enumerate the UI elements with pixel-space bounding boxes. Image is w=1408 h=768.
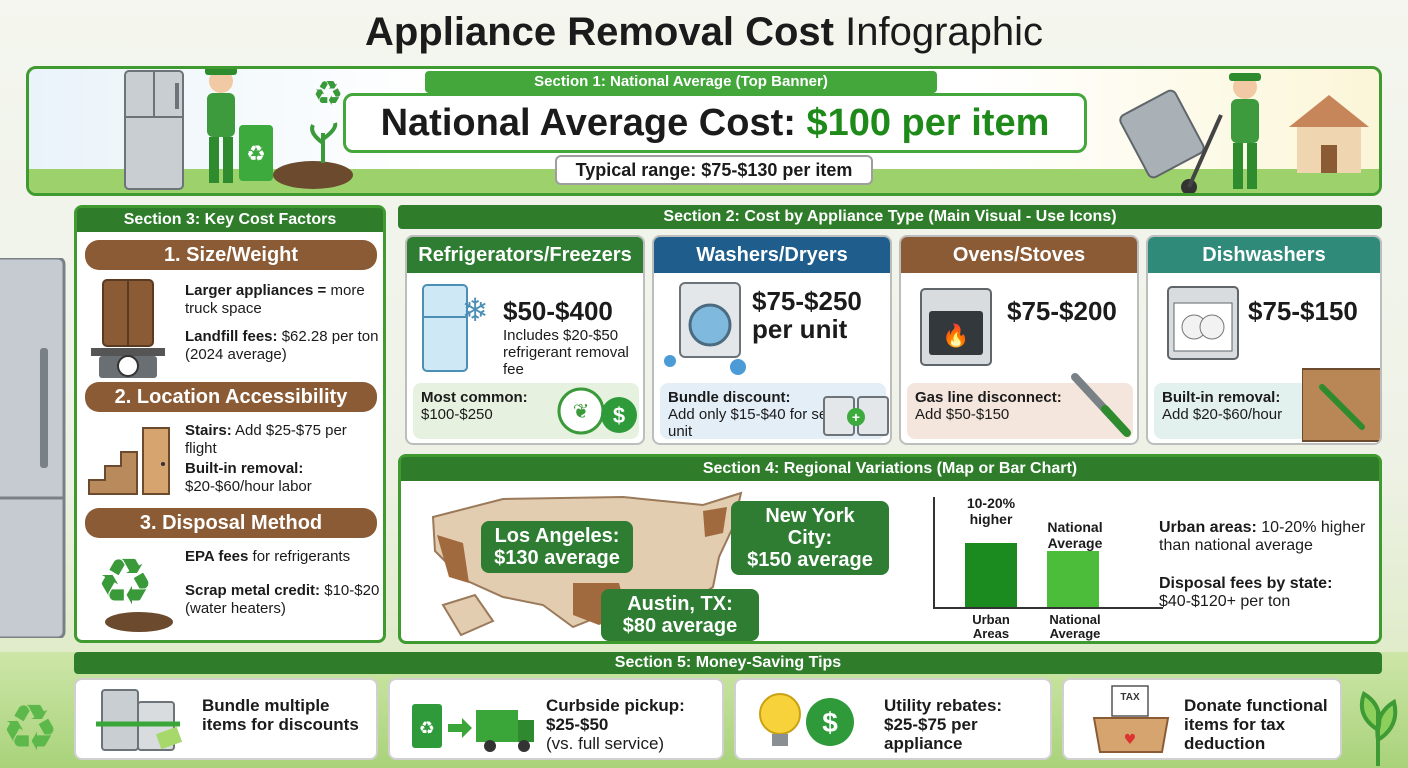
card-ovens-title: Ovens/Stoves [901, 237, 1137, 273]
oven-icon: 🔥 [920, 288, 992, 366]
tip-rebates: $ Utility rebates: $25-$75 per appliance [734, 678, 1052, 760]
card-washers-title: Washers/Dryers [654, 237, 890, 273]
card-dishwashers-price: $75-$150 [1248, 296, 1358, 326]
svg-text:♻: ♻ [419, 718, 435, 739]
bundle-gift-icon [96, 689, 183, 751]
fridge-on-scale-icon [91, 279, 165, 378]
regional-note-disposal: Disposal fees by state: $40-$120+ per to… [1159, 575, 1333, 610]
bulb-dollar-icon: $ [759, 693, 854, 746]
card-ovens: Ovens/Stoves 🔥 $75-$200 Gas line disconn… [899, 235, 1139, 445]
regional-bar-chart [933, 497, 1163, 609]
card-washers-price: $75-$250 per unit [752, 286, 862, 344]
svg-text:❦: ❦ [573, 399, 590, 423]
callout-austin: Austin, TX: $80 average [601, 589, 759, 641]
svg-text:♻: ♻ [96, 546, 153, 620]
tip-curbside: ♻ Curbside pickup: $25-$50 (vs. full serv… [388, 678, 724, 760]
card-refrigerators: Refrigerators/Freezers ❄ $50-$400 Includ… [405, 235, 645, 445]
national-average-banner: ♻ ♻ Section 1: National Average (Top Ban… [26, 66, 1382, 196]
key-cost-factors-panel: Section 3: Key Cost Factors 1. Size/Weig… [74, 205, 386, 643]
svg-text:♻: ♻ [1, 692, 58, 766]
dolly-worker-icon [1119, 73, 1261, 193]
fridge-worker-icon: ♻ ♻ [124, 69, 353, 190]
svg-text:$: $ [613, 403, 625, 428]
callout-nyc: New York City: $150 average [731, 501, 889, 575]
washer-icon [664, 282, 746, 375]
svg-text:🔥: 🔥 [942, 323, 969, 349]
title-normal: Infographic [845, 10, 1044, 54]
card-ovens-tip: Gas line disconnect: Add $50-$150 [907, 383, 1133, 439]
factor-location-line-1: Stairs: Add $25-$75 per flight [185, 422, 347, 457]
regional-panel: Section 4: Regional Variations (Map or B… [398, 454, 1382, 644]
factor-size-heading: 1. Size/Weight [85, 240, 377, 270]
tip-donate: TAX ♥ Donate functional items for tax de… [1062, 678, 1342, 760]
washer-pair-icon: + [823, 396, 889, 436]
leaf-decoration-icon [1359, 691, 1398, 766]
section-4-label: Section 4: Regional Variations (Map or B… [401, 457, 1379, 481]
factor-size-line-2: Landfill fees: $62.28 per ton (2024 aver… [185, 328, 379, 363]
recycle-icon: ♻ [96, 546, 173, 632]
bar-national [1047, 551, 1099, 607]
svg-text:❄: ❄ [462, 291, 489, 329]
section-3-label: Section 3: Key Cost Factors [77, 208, 383, 232]
factor-location-heading: 2. Location Accessibility [85, 382, 377, 412]
svg-text:TAX: TAX [1120, 692, 1140, 703]
tip-curbside-text: Curbside pickup: $25-$50 (vs. full servic… [546, 696, 685, 753]
card-dishwashers: Dishwashers $75-$150 Built-in removal: Ad… [1146, 235, 1382, 445]
factor-disposal-heading: 3. Disposal Method [85, 508, 377, 538]
typical-range: Typical range: $75-$130 per item [555, 155, 873, 185]
section-5-label: Section 5: Money-Saving Tips [74, 652, 1382, 674]
tip-donate-text: Donate functional items for tax deductio… [1184, 696, 1328, 753]
card-refrigerators-sub: Includes $20-$50 refrigerant removal fee [503, 327, 629, 378]
callout-la: Los Angeles: $130 average [481, 521, 633, 573]
dishwasher-icon [1167, 286, 1239, 360]
card-refrigerators-title: Refrigerators/Freezers [407, 237, 643, 273]
house-icon [1289, 95, 1369, 173]
national-average-prefix: National Average Cost: [380, 102, 796, 144]
bin-truck-icon: ♻ [412, 704, 534, 752]
svg-text:$: $ [822, 707, 838, 738]
bar-national-annotation: National Average [1047, 519, 1103, 551]
regional-note-urban: Urban areas: 10-20% higher than national… [1159, 519, 1366, 554]
tip-rebates-text: Utility rebates: $25-$75 per appliance [884, 696, 1003, 753]
factor-disposal-line-1: EPA fees for refrigerants [185, 548, 351, 565]
svg-text:+: + [852, 409, 860, 425]
eco-badge-icon: ❦ $ [557, 387, 637, 435]
page-title: Appliance Removal Cost Infographic [0, 8, 1408, 56]
svg-text:♥: ♥ [1124, 732, 1137, 748]
factor-disposal-line-2: Scrap metal credit: $10-$20 (water heate… [185, 582, 380, 617]
recycle-decoration-icon: ♻ [1, 692, 58, 766]
national-average-box: National Average Cost: $100 per item [343, 93, 1087, 153]
card-washers: Washers/Dryers $75-$250 per unit Bundle … [652, 235, 892, 445]
bar-urban-label: Urban Areas [972, 612, 1010, 641]
svg-text:♻: ♻ [246, 142, 266, 167]
national-average-value: $100 per item [806, 102, 1050, 144]
section-1-label: Section 1: National Average (Top Banner) [425, 71, 937, 93]
cabinet-screwdriver-icon [1302, 368, 1380, 442]
stairs-door-icon [88, 427, 170, 495]
tip-bundle: Bundle multiple items for discounts [74, 678, 378, 760]
bar-urban-annotation: 10-20% higher [966, 495, 1016, 527]
fridge-snowflake-icon: ❄ [422, 284, 489, 372]
bar-national-label: National Average [1049, 612, 1101, 641]
card-refrigerators-price: $50-$400 [503, 296, 613, 326]
factor-location-line-2: Built-in removal: $20-$60/hour labor [185, 460, 312, 495]
large-fridge-decoration [0, 258, 66, 638]
svg-text:♻: ♻ [313, 74, 343, 114]
card-ovens-price: $75-$200 [1007, 296, 1117, 326]
card-dishwashers-title: Dishwashers [1148, 237, 1380, 273]
tip-bundle-text: Bundle multiple items for discounts [202, 696, 359, 734]
title-bold: Appliance Removal Cost [364, 10, 834, 54]
bar-urban [965, 543, 1017, 607]
tax-box-icon: TAX ♥ [1092, 685, 1170, 753]
factor-size-line-1: Larger appliances = more truck space [185, 282, 365, 317]
wrench-icon [1071, 373, 1131, 437]
section-2-label: Section 2: Cost by Appliance Type (Main … [398, 205, 1382, 229]
